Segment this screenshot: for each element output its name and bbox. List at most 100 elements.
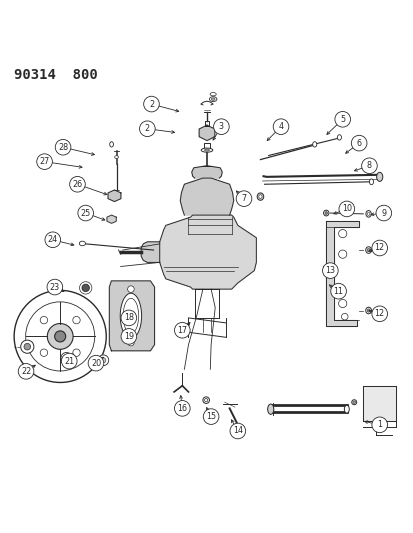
- Ellipse shape: [312, 142, 316, 147]
- Text: 26: 26: [72, 180, 82, 189]
- Circle shape: [14, 290, 106, 383]
- Polygon shape: [362, 386, 395, 421]
- Ellipse shape: [123, 298, 138, 333]
- Circle shape: [338, 201, 354, 217]
- Ellipse shape: [114, 156, 118, 158]
- Ellipse shape: [366, 248, 369, 252]
- Ellipse shape: [120, 293, 141, 338]
- Text: 10: 10: [341, 205, 351, 213]
- Circle shape: [61, 352, 71, 363]
- Text: 14: 14: [232, 426, 242, 435]
- Circle shape: [47, 324, 73, 349]
- Polygon shape: [108, 190, 121, 201]
- Circle shape: [230, 423, 245, 439]
- Ellipse shape: [365, 211, 370, 217]
- Text: 90314  800: 90314 800: [14, 68, 97, 82]
- Text: 21: 21: [64, 357, 74, 366]
- Circle shape: [338, 230, 346, 238]
- Circle shape: [338, 250, 346, 259]
- Circle shape: [338, 300, 346, 308]
- Text: 12: 12: [374, 244, 384, 253]
- Text: 2: 2: [145, 124, 150, 133]
- Text: 3: 3: [218, 122, 223, 131]
- Circle shape: [371, 306, 387, 321]
- Circle shape: [55, 140, 71, 155]
- Circle shape: [127, 286, 134, 293]
- Text: 23: 23: [50, 282, 60, 292]
- Text: 17: 17: [177, 326, 187, 335]
- Ellipse shape: [201, 148, 212, 152]
- Circle shape: [174, 322, 190, 338]
- Circle shape: [361, 158, 376, 174]
- Ellipse shape: [337, 135, 341, 140]
- Text: 8: 8: [366, 161, 371, 170]
- Circle shape: [341, 313, 347, 320]
- Text: 22: 22: [21, 367, 31, 376]
- Text: 27: 27: [39, 157, 50, 166]
- Text: 6: 6: [356, 139, 361, 148]
- Ellipse shape: [365, 307, 370, 314]
- Circle shape: [351, 135, 366, 151]
- Text: 24: 24: [47, 235, 58, 244]
- Text: 4: 4: [278, 122, 283, 131]
- Circle shape: [45, 232, 60, 248]
- Ellipse shape: [344, 405, 349, 413]
- Circle shape: [273, 119, 288, 134]
- Circle shape: [40, 349, 47, 357]
- Polygon shape: [109, 281, 154, 351]
- Circle shape: [334, 111, 350, 127]
- Circle shape: [88, 356, 104, 371]
- Circle shape: [18, 364, 34, 379]
- Polygon shape: [159, 215, 256, 289]
- Circle shape: [61, 353, 77, 369]
- Text: 19: 19: [123, 332, 134, 341]
- Circle shape: [101, 358, 106, 363]
- Text: 15: 15: [206, 412, 216, 421]
- Circle shape: [26, 302, 95, 371]
- Circle shape: [213, 119, 229, 134]
- Text: 1: 1: [376, 421, 381, 429]
- Ellipse shape: [366, 212, 369, 215]
- Circle shape: [73, 317, 80, 324]
- Circle shape: [24, 343, 31, 350]
- Circle shape: [322, 263, 337, 278]
- Text: 12: 12: [374, 309, 384, 318]
- Ellipse shape: [267, 404, 273, 414]
- Ellipse shape: [209, 93, 216, 96]
- Circle shape: [236, 191, 251, 206]
- Ellipse shape: [376, 172, 382, 181]
- Ellipse shape: [351, 400, 356, 405]
- Polygon shape: [325, 221, 358, 326]
- Text: 25: 25: [81, 208, 90, 217]
- Circle shape: [98, 355, 109, 366]
- Polygon shape: [191, 166, 222, 178]
- Polygon shape: [180, 178, 233, 215]
- Circle shape: [127, 340, 134, 346]
- Text: 20: 20: [91, 359, 101, 368]
- Circle shape: [55, 331, 66, 342]
- Circle shape: [203, 409, 218, 424]
- Text: 5: 5: [339, 115, 344, 124]
- Circle shape: [64, 356, 69, 360]
- Circle shape: [375, 205, 391, 221]
- Text: 2: 2: [149, 100, 154, 109]
- Circle shape: [73, 349, 80, 357]
- Circle shape: [37, 154, 52, 169]
- Ellipse shape: [366, 309, 369, 312]
- Ellipse shape: [365, 247, 370, 253]
- Ellipse shape: [323, 210, 328, 216]
- Circle shape: [121, 329, 136, 344]
- Polygon shape: [199, 125, 214, 141]
- Ellipse shape: [211, 98, 214, 100]
- Ellipse shape: [204, 149, 209, 151]
- Ellipse shape: [368, 179, 373, 184]
- Circle shape: [139, 121, 155, 136]
- Text: 13: 13: [325, 266, 335, 275]
- Circle shape: [371, 417, 387, 433]
- Text: 7: 7: [241, 194, 246, 203]
- Ellipse shape: [256, 193, 263, 200]
- Circle shape: [143, 96, 159, 112]
- Ellipse shape: [109, 142, 113, 147]
- Ellipse shape: [209, 96, 216, 102]
- Text: 11: 11: [333, 287, 343, 296]
